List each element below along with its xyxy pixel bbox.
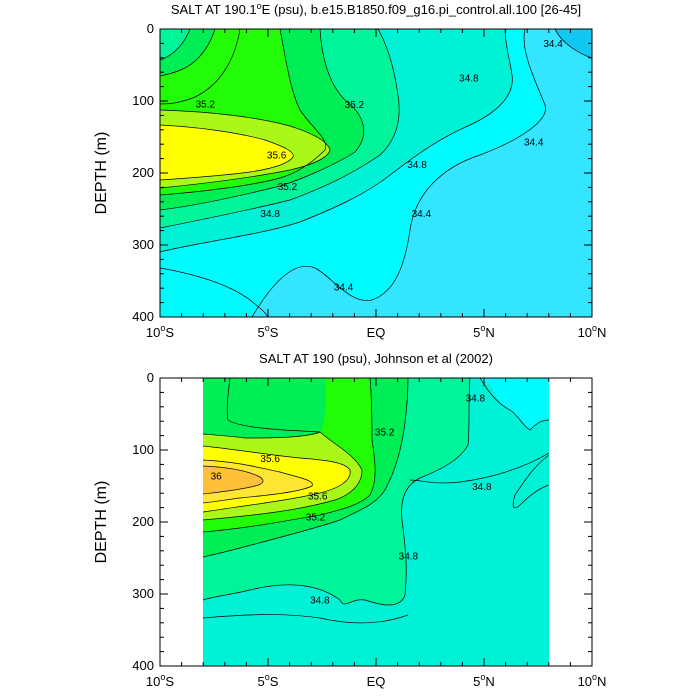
panel-model-contour-fill — [160, 29, 592, 317]
y-tick-label: 200 — [132, 165, 154, 180]
x-tick-label: 10oN — [578, 672, 607, 689]
contour-label: 35.6 — [260, 454, 280, 465]
contour-label: 35.2 — [345, 100, 365, 111]
panel-model-contour-lines — [160, 29, 592, 317]
panel-model: SALT AT 190.1oE (psu), b.e15.B1850.f09_g… — [93, 1, 606, 340]
contour-label: 34.8 — [260, 209, 280, 220]
y-tick-label: 100 — [132, 93, 154, 108]
y-tick-label: 400 — [132, 658, 154, 673]
contour-label: 35.2 — [375, 428, 395, 439]
panel-observed-axes: 10oS 5oS EQ 5oN 10oN 0 100 200 300 400 — [132, 370, 606, 689]
panel-model-contour-labels: 35.2 35.2 35.6 35.2 34.8 34.8 34.4 34.8 34.4 34.4… — [196, 39, 564, 293]
contour-label: 35.6 — [308, 492, 328, 503]
x-tick-label: 5oS — [258, 672, 279, 689]
x-tick-label: 10oN — [578, 323, 607, 340]
panel-observed: SALT AT 190 (psu), Johnson et al (2002) — [93, 351, 606, 689]
x-tick-label: 5oN — [473, 323, 495, 340]
contour-label: 34.8 — [472, 482, 492, 493]
x-tick-label: 5oS — [258, 323, 279, 340]
contour-label: 34.8 — [310, 595, 330, 606]
y-tick-label: 300 — [132, 586, 154, 601]
fill-band-35.2-35.4-top — [203, 378, 326, 438]
y-tick-label: 400 — [132, 309, 154, 324]
y-tick-label: 200 — [132, 514, 154, 529]
x-tick-label: EQ — [367, 674, 386, 689]
contour-label: 34.8 — [399, 551, 419, 562]
contour-label: 36 — [211, 471, 223, 482]
panel-observed-contour-lines — [203, 378, 549, 624]
x-tick-label: 10oS — [146, 323, 174, 340]
contour-label: 34.8 — [407, 160, 427, 171]
y-tick-label: 300 — [132, 237, 154, 252]
panel-observed-title: SALT AT 190 (psu), Johnson et al (2002) — [259, 351, 493, 366]
contour-label: 34.4 — [524, 138, 544, 149]
fill-band-lowsalt-ne — [480, 378, 549, 430]
fill-band-36.0-plus — [203, 466, 264, 494]
contour-label: 35.2 — [278, 182, 298, 193]
contour-label: 35.6 — [267, 151, 287, 162]
panel-model-ylabel: DEPTH (m) — [93, 132, 110, 215]
contour-label: 35.2 — [196, 99, 216, 110]
fill-band-surface-left-2 — [160, 29, 190, 60]
contour-label: 34.8 — [459, 73, 479, 84]
contour-label: 34.4 — [334, 282, 354, 293]
contour-label: 35.2 — [306, 512, 326, 523]
panel-observed-ylabel: DEPTH (m) — [93, 481, 110, 564]
panel-model-title: SALT AT 190.1oE (psu), b.e15.B1850.f09_g… — [171, 1, 581, 17]
panel-model-axes: 10oS 5oS EQ 5oN 10oN 0 100 200 300 400 — [132, 21, 606, 340]
x-tick-label: 10oS — [146, 672, 174, 689]
panel-observed-contour-labels: 35.2 35.6 36 35.6 35.2 34.8 34.8 34.8 34.8 — [211, 394, 492, 607]
panel-observed-contour-fill — [203, 378, 549, 666]
contour-label: 34.4 — [543, 39, 563, 50]
x-tick-label: EQ — [367, 325, 386, 340]
y-tick-label: 0 — [147, 370, 154, 385]
y-tick-label: 100 — [132, 442, 154, 457]
contour-label: 34.4 — [412, 209, 432, 220]
x-tick-label: 5oN — [473, 672, 495, 689]
y-tick-label: 0 — [147, 21, 154, 36]
contour-label: 34.8 — [466, 394, 486, 405]
fill-band-34.0-34.2 — [555, 29, 592, 58]
